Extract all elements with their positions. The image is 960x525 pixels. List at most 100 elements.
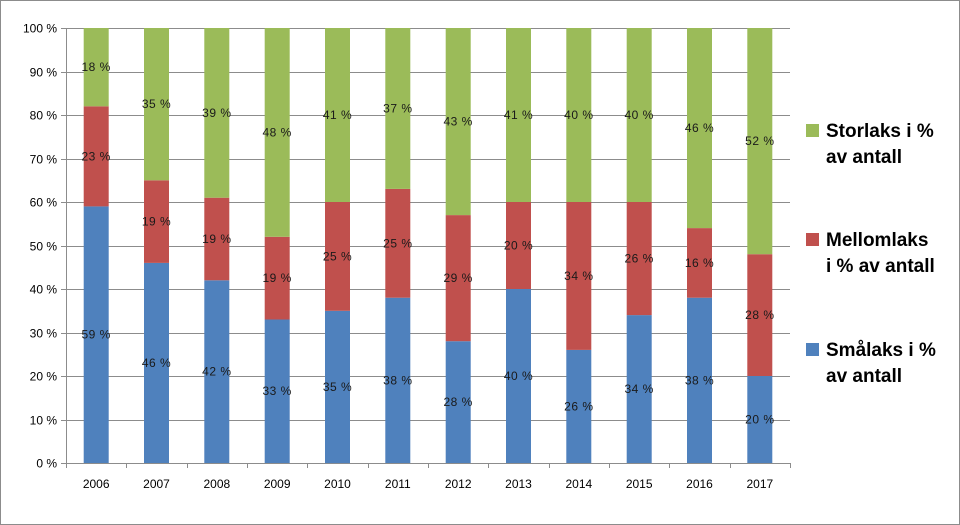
bar-segment-medium — [385, 188, 411, 298]
bar-segment-small — [506, 289, 531, 463]
data-label-medium: 25 % — [323, 249, 352, 263]
data-label-large: 43 % — [443, 115, 472, 129]
bar-segment-medium — [747, 254, 773, 376]
data-label-large: 40 % — [624, 108, 653, 122]
data-label-large: 41 % — [504, 108, 533, 122]
x-tick-label: 2014 — [565, 477, 592, 491]
data-label-small: 59 % — [81, 328, 110, 342]
data-label-large: 46 % — [685, 121, 714, 135]
legend-swatch-large — [806, 124, 819, 137]
bar-segment-small — [566, 349, 592, 463]
legend-label-large: Storlaks i % — [826, 121, 934, 142]
x-tick-label: 2011 — [385, 477, 411, 491]
y-tick-label: 40 % — [30, 283, 58, 297]
x-tick-label: 2016 — [686, 477, 713, 491]
bar-segment-large — [747, 28, 773, 255]
bar-segment-small — [204, 280, 230, 463]
bar-segment-large — [445, 28, 471, 216]
data-label-large: 52 % — [745, 134, 774, 148]
x-tick-label: 2009 — [264, 477, 291, 491]
data-label-large: 39 % — [202, 106, 231, 120]
y-tick-label: 30 % — [30, 327, 58, 341]
bar-segment-small — [83, 206, 109, 463]
data-label-medium: 34 % — [564, 269, 593, 283]
legend-label-small: av antall — [826, 366, 902, 387]
legend-label-medium: i % av antall — [826, 256, 935, 277]
data-label-large: 40 % — [564, 108, 593, 122]
data-label-medium: 26 % — [624, 252, 653, 266]
data-label-small: 38 % — [383, 373, 412, 387]
data-label-medium: 25 % — [383, 236, 412, 250]
bar-segment-large — [626, 28, 652, 202]
data-label-small: 33 % — [262, 384, 291, 398]
bar-segment-large — [325, 28, 350, 202]
bar-segment-small — [445, 341, 471, 463]
bar-segment-large — [566, 28, 592, 202]
bar-segment-large — [506, 28, 531, 202]
data-label-small: 28 % — [443, 395, 472, 409]
x-tick-label: 2015 — [626, 477, 653, 491]
x-tick-label: 2012 — [445, 477, 472, 491]
bar-segment-large — [204, 28, 230, 198]
bar-segment-medium — [264, 236, 290, 320]
bar-segment-small — [747, 376, 773, 463]
bar-segment-small — [687, 297, 712, 463]
bar-segment-medium — [83, 106, 109, 207]
y-tick-label: 0 % — [36, 457, 57, 471]
data-label-medium: 23 % — [81, 149, 110, 163]
data-label-medium: 19 % — [202, 232, 231, 246]
data-label-large: 37 % — [383, 102, 412, 116]
y-tick-label: 50 % — [30, 240, 58, 254]
data-label-large: 35 % — [142, 97, 171, 111]
bar-segment-medium — [325, 202, 350, 311]
data-label-small: 42 % — [202, 365, 231, 379]
y-tick-label: 60 % — [30, 196, 58, 210]
data-label-medium: 29 % — [443, 271, 472, 285]
bar-segment-small — [264, 319, 290, 463]
bar-segment-medium — [144, 180, 169, 263]
x-tick-label: 2013 — [505, 477, 532, 491]
bar-segment-large — [83, 28, 109, 107]
data-label-small: 40 % — [504, 369, 533, 383]
y-tick-label: 80 % — [30, 109, 58, 123]
data-label-large: 48 % — [262, 125, 291, 139]
bar-segment-medium — [445, 215, 471, 342]
bar-segment-medium — [506, 202, 531, 289]
legend-label-medium: Mellomlaks — [826, 230, 928, 251]
x-tick-label: 2010 — [324, 477, 351, 491]
legend-swatch-medium — [806, 233, 819, 246]
bar-segment-small — [144, 262, 169, 463]
x-tick-label: 2007 — [143, 477, 170, 491]
bar-segment-large — [264, 28, 290, 237]
data-label-small: 46 % — [142, 356, 171, 370]
x-tick-label: 2008 — [203, 477, 230, 491]
legend-swatch-small — [806, 343, 819, 356]
legend-label-large: av antall — [826, 147, 902, 168]
bar-segment-small — [325, 310, 350, 464]
y-tick-label: 70 % — [30, 153, 58, 167]
y-tick-label: 100 % — [23, 22, 57, 36]
data-label-small: 26 % — [564, 399, 593, 413]
data-label-small: 35 % — [323, 380, 352, 394]
bar-segment-medium — [204, 197, 230, 281]
bar-segment-medium — [566, 202, 592, 350]
legend-label-small: Smålaks i % — [826, 340, 936, 361]
bar-segment-large — [144, 28, 169, 181]
bar-segment-small — [385, 297, 411, 463]
x-tick-label: 2006 — [83, 477, 110, 491]
bar-segment-large — [687, 28, 712, 229]
y-tick-label: 90 % — [30, 66, 58, 80]
data-label-medium: 16 % — [685, 256, 714, 270]
data-label-small: 38 % — [685, 373, 714, 387]
data-label-medium: 28 % — [745, 308, 774, 322]
y-tick-label: 20 % — [30, 370, 58, 384]
bar-segment-medium — [626, 202, 652, 316]
data-label-small: 20 % — [745, 413, 774, 427]
bar-segment-large — [385, 28, 411, 189]
x-tick-label: 2017 — [746, 477, 773, 491]
data-label-small: 34 % — [624, 382, 653, 396]
data-label-large: 41 % — [323, 108, 352, 122]
bar-segment-medium — [687, 228, 712, 298]
data-label-medium: 20 % — [504, 239, 533, 253]
